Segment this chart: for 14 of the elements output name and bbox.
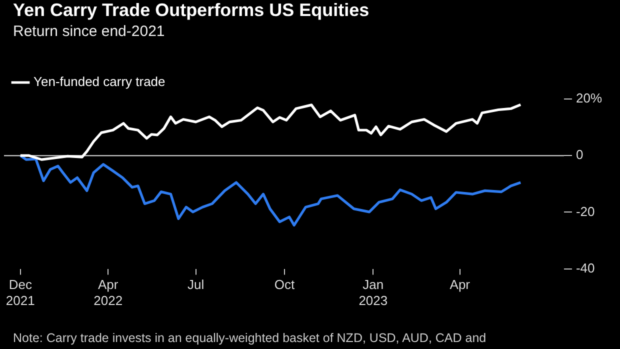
- y-tick-label: -40: [576, 260, 595, 276]
- chart-title: Yen Carry Trade Outperforms US Equities: [13, 0, 370, 21]
- x-tick-label: Dec 2021: [6, 277, 35, 308]
- legend-label: Yen-funded carry trade: [34, 74, 166, 90]
- text: Note: Carry trade invests in an equally-weighted basket of NZD, USD, AUD, CAD and: [13, 331, 486, 345]
- y-tick-label: 20%: [576, 90, 602, 106]
- x-tick-label: Jul: [187, 277, 204, 292]
- x-tick-label: Jan 2023: [358, 277, 388, 308]
- chart-subtitle: Return since end-2021: [13, 23, 165, 40]
- x-tick-label: Apr 2022: [94, 277, 123, 308]
- x-tick-label: Oct: [274, 277, 295, 292]
- y-tick-label: -20: [576, 204, 595, 219]
- y-tick-label: 0: [576, 147, 584, 162]
- x-tick-label: Apr: [450, 277, 471, 292]
